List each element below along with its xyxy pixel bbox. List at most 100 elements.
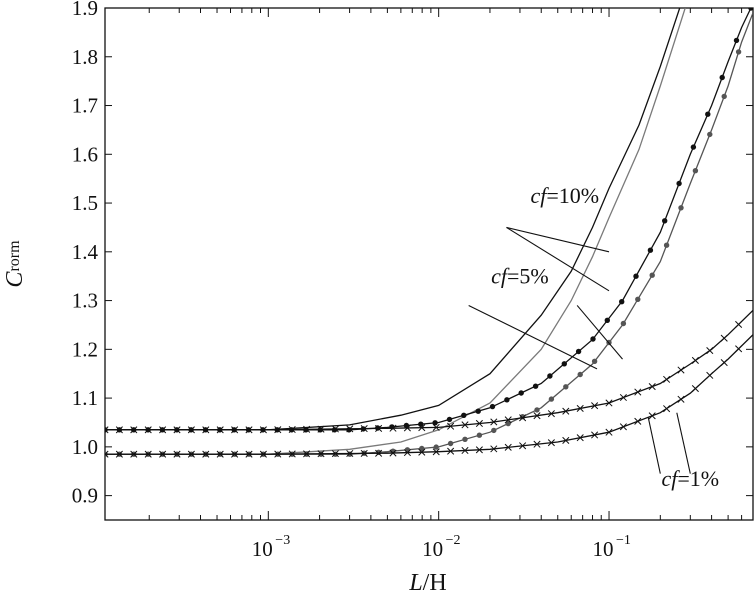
y-tick-label: 1.4 — [72, 240, 99, 264]
data-point — [533, 440, 541, 448]
data-point — [447, 440, 454, 447]
data-point — [259, 426, 267, 434]
y-axis-title: Crorm — [2, 240, 28, 288]
series-3 — [105, 8, 753, 433]
data-point — [720, 358, 728, 367]
data-point — [591, 358, 598, 364]
tick-layer: 0.91.01.11.21.31.41.51.61.71.81.910 −3 10−… — [72, 0, 753, 561]
data-point — [563, 384, 569, 390]
series-6 — [105, 334, 753, 458]
data-point — [489, 403, 496, 410]
x-axis-title: L/H — [408, 570, 446, 596]
data-point — [735, 320, 743, 328]
data-point — [360, 449, 368, 457]
data-point — [231, 450, 239, 458]
series-line — [105, 8, 681, 431]
data-point — [548, 396, 555, 402]
data-point — [677, 395, 685, 403]
data-point — [173, 426, 181, 434]
data-point — [159, 426, 167, 434]
data-point — [288, 450, 296, 458]
data-point — [187, 426, 195, 434]
x-tick-exponent: −3 — [275, 533, 290, 548]
data-point — [619, 299, 625, 305]
data-point — [389, 424, 397, 432]
annotation-label: cf=10% — [530, 183, 599, 208]
data-point — [562, 407, 570, 415]
data-point — [720, 334, 728, 342]
data-point — [418, 448, 426, 456]
y-axis-title-main: C — [2, 271, 28, 288]
data-point — [245, 450, 253, 458]
data-point — [633, 273, 639, 279]
data-point — [115, 450, 123, 458]
data-point — [433, 444, 439, 450]
x-tick-exponent: −1 — [616, 533, 631, 548]
data-point — [706, 347, 714, 355]
data-point — [202, 450, 210, 458]
data-point — [721, 93, 727, 100]
data-point — [690, 144, 697, 150]
data-point — [647, 247, 654, 253]
data-point — [707, 131, 713, 138]
data-point — [375, 449, 382, 455]
data-point — [719, 74, 725, 81]
data-point — [590, 336, 596, 342]
data-point — [605, 428, 613, 436]
data-point — [634, 388, 642, 396]
data-point — [202, 426, 210, 434]
data-point — [692, 168, 699, 174]
annotation-2: cf=5% — [468, 264, 623, 370]
data-point — [475, 419, 483, 428]
data-point — [691, 385, 699, 393]
data-point — [447, 422, 455, 430]
data-point — [288, 425, 296, 434]
data-point — [576, 434, 584, 442]
data-point — [619, 393, 627, 402]
data-point — [561, 361, 567, 367]
data-point — [432, 420, 438, 426]
annotation-layer: cf=10% cf=5% cf=1% — [468, 183, 719, 491]
data-point — [346, 449, 354, 458]
y-tick-label: 1.7 — [72, 94, 98, 118]
data-point — [518, 390, 524, 396]
data-point — [403, 424, 411, 432]
data-point — [274, 426, 282, 434]
data-point — [490, 418, 498, 426]
series-1 — [105, 8, 681, 431]
annotation-pointer — [647, 417, 661, 474]
data-point — [691, 356, 699, 365]
data-point — [519, 414, 527, 422]
y-tick-label: 1.0 — [72, 435, 98, 459]
data-point — [130, 450, 138, 458]
data-point — [331, 450, 339, 458]
y-tick-label: 0.9 — [72, 484, 98, 508]
x-tick-label: 10 — [252, 537, 273, 561]
data-point — [663, 375, 671, 383]
annotation-label: cf=5% — [491, 264, 549, 289]
x-tick-label: 10 — [593, 537, 614, 561]
series-line — [105, 8, 686, 455]
data-point — [418, 424, 426, 432]
data-point — [317, 450, 325, 458]
y-tick-label: 1.5 — [72, 191, 98, 215]
data-point — [705, 111, 711, 117]
y-tick-label: 1.9 — [72, 0, 98, 20]
data-point — [505, 420, 511, 427]
data-point — [375, 449, 383, 457]
annotation-pointer — [506, 226, 610, 253]
data-point — [105, 426, 109, 434]
annotation-label: cf=1% — [661, 466, 719, 491]
series-5 — [105, 309, 753, 434]
y-tick-label: 1.6 — [72, 142, 98, 166]
data-point — [187, 450, 195, 458]
data-point — [635, 296, 641, 302]
data-point — [663, 405, 671, 413]
data-point — [678, 205, 684, 211]
data-point — [663, 242, 670, 248]
data-point — [475, 408, 481, 414]
data-point — [706, 371, 714, 379]
data-point — [547, 439, 555, 447]
data-point — [648, 412, 656, 420]
annotation-pointer — [468, 304, 598, 370]
